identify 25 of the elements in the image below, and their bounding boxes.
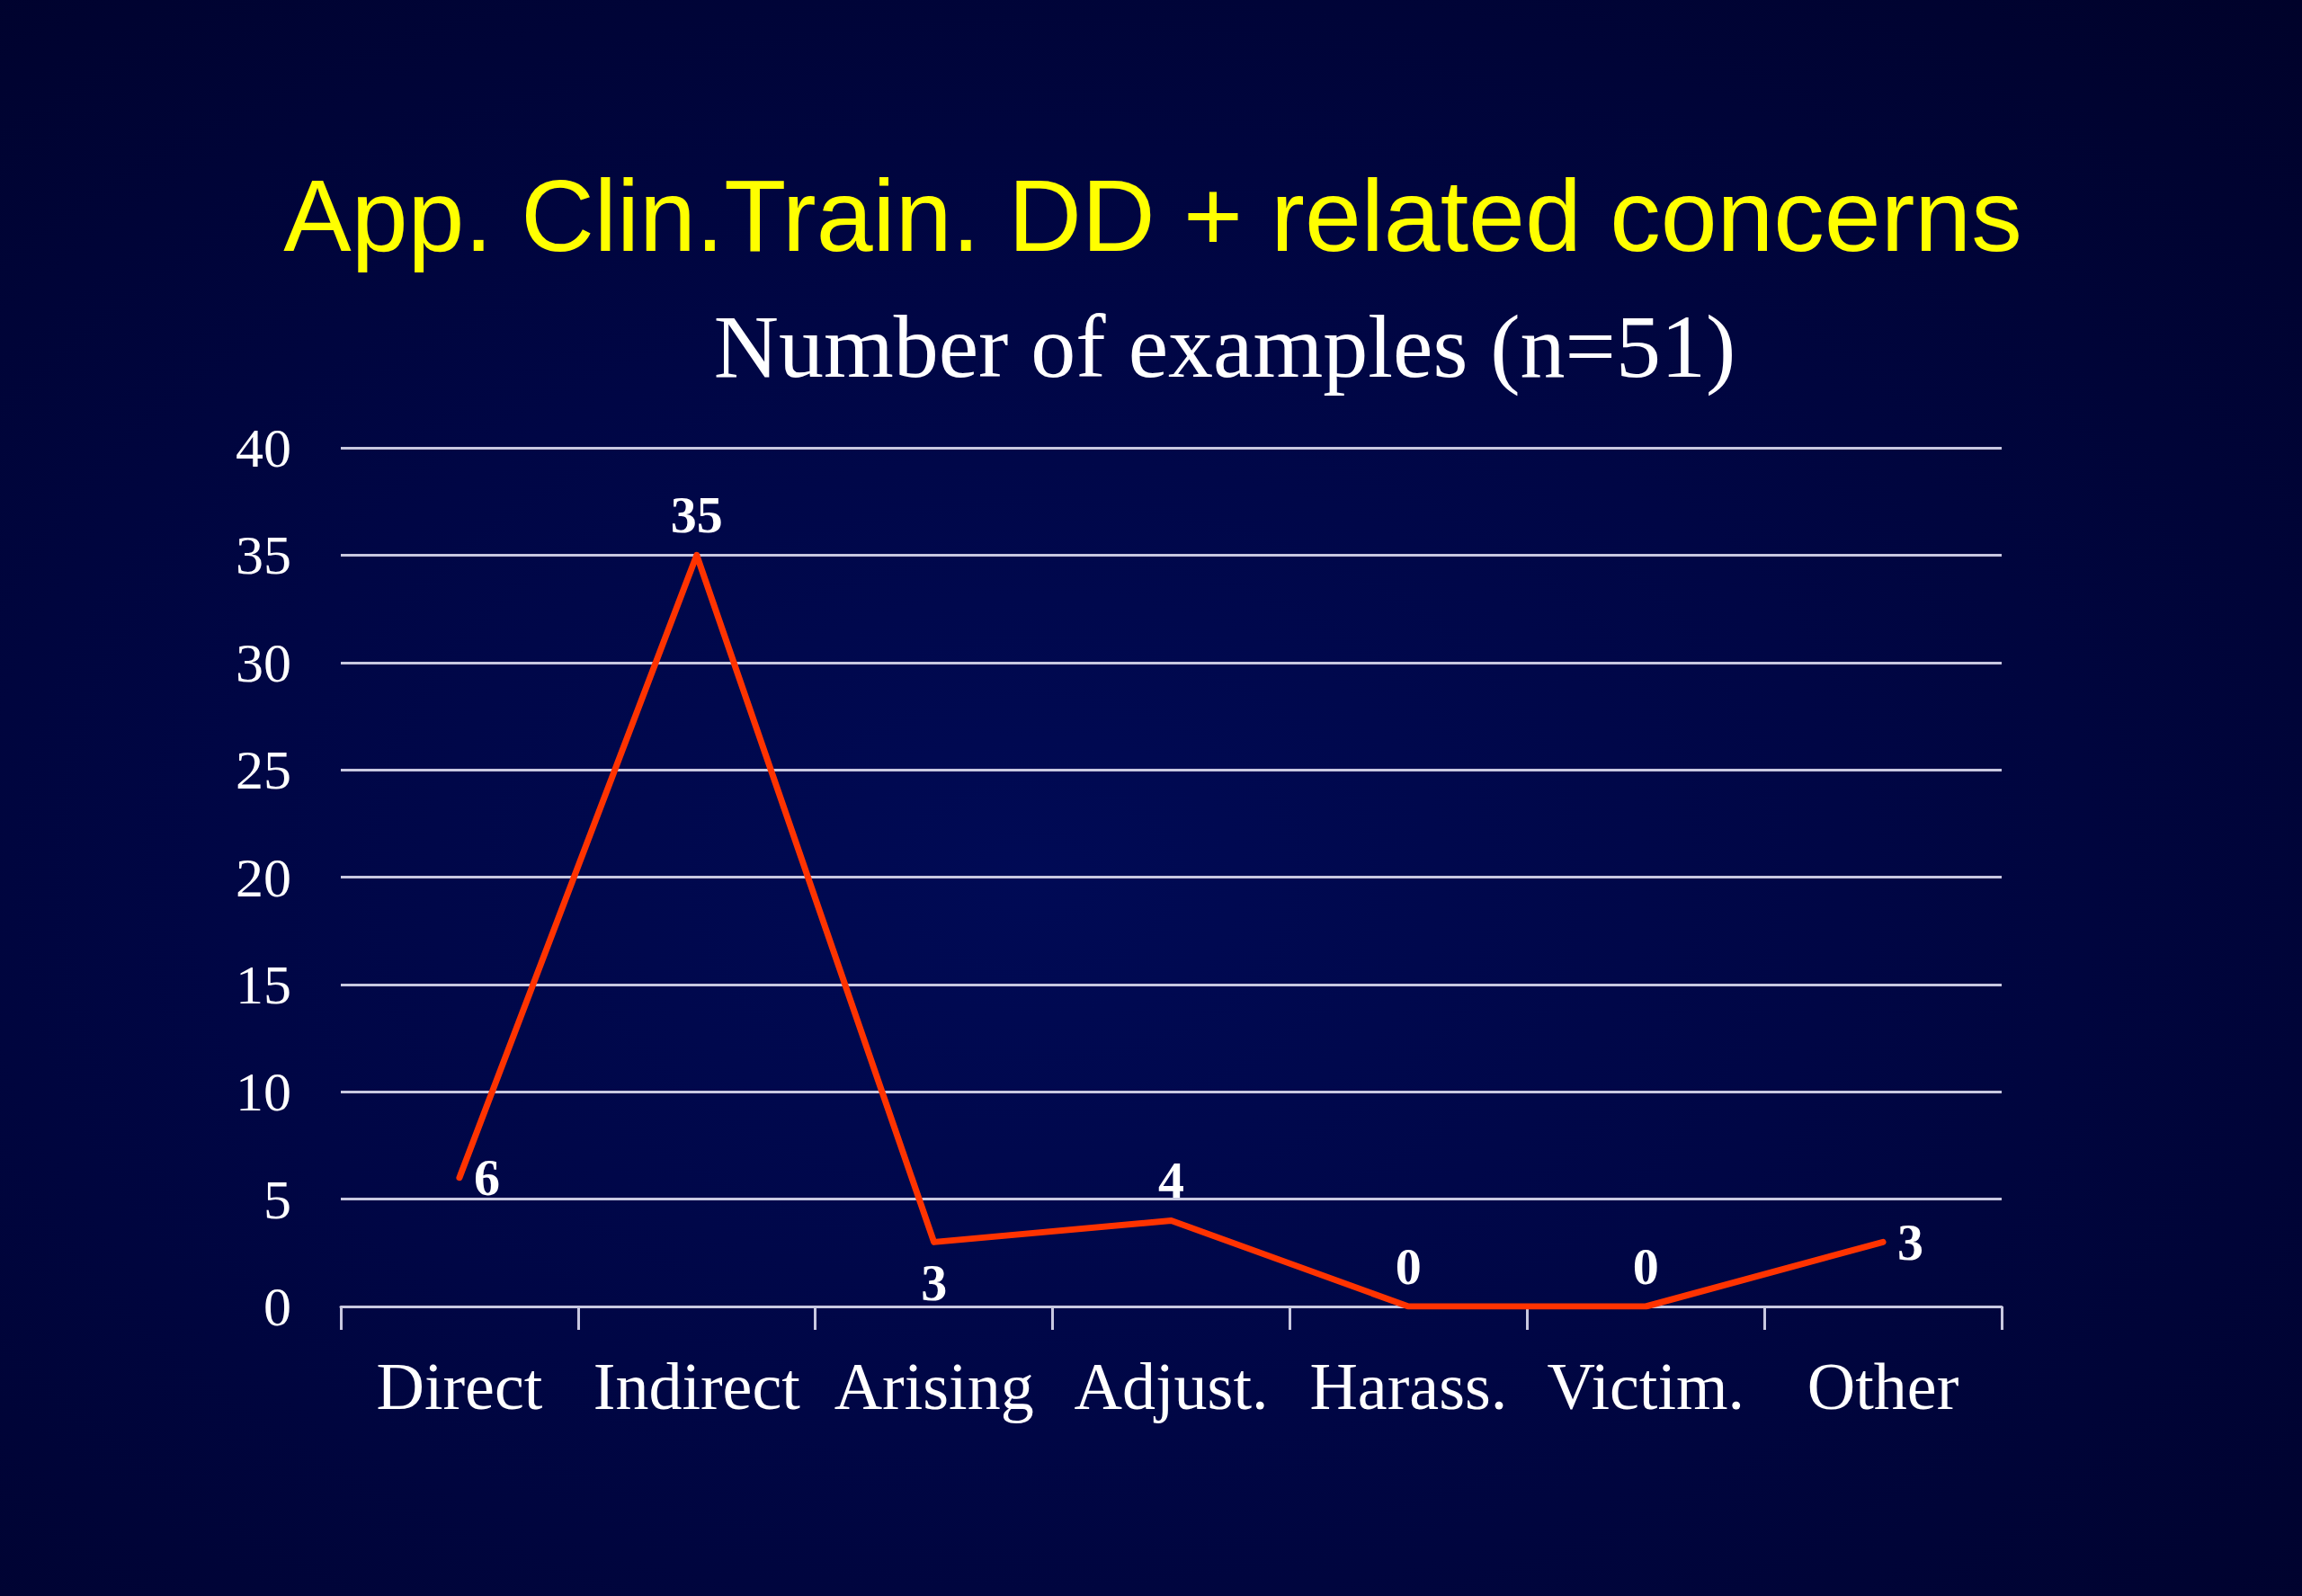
- y-tick-label: 0: [263, 1276, 291, 1337]
- x-tick-label: Other: [1807, 1350, 1959, 1423]
- x-tick-label: Victim.: [1547, 1350, 1745, 1423]
- y-tick-label: 40: [236, 417, 291, 478]
- y-tick-label: 5: [263, 1168, 291, 1230]
- x-tick-label: Arising: [834, 1350, 1034, 1423]
- y-tick-label: 15: [236, 953, 291, 1015]
- x-tick-label: Adjust.: [1074, 1350, 1269, 1423]
- y-tick-label: 35: [236, 524, 291, 586]
- y-tick-label: 25: [236, 739, 291, 801]
- chart-title: App. Clin.Train. DD + related concerns: [283, 158, 2022, 272]
- data-label: 35: [670, 485, 723, 544]
- data-label: 6: [473, 1148, 500, 1208]
- y-tick-label: 30: [236, 631, 291, 693]
- y-tick-label: 20: [236, 846, 291, 908]
- chart-subtitle: Number of examples (n=51): [713, 296, 1736, 397]
- x-tick-label: Harass.: [1309, 1350, 1508, 1423]
- data-label: 0: [1395, 1236, 1422, 1296]
- data-label: 3: [921, 1253, 948, 1312]
- x-tick-label: Indirect: [593, 1350, 801, 1423]
- x-tick-label: Direct: [376, 1350, 543, 1423]
- data-label: 0: [1632, 1236, 1659, 1296]
- data-label: 3: [1897, 1212, 1924, 1271]
- data-label: 4: [1158, 1151, 1184, 1209]
- y-tick-label: 10: [236, 1061, 291, 1123]
